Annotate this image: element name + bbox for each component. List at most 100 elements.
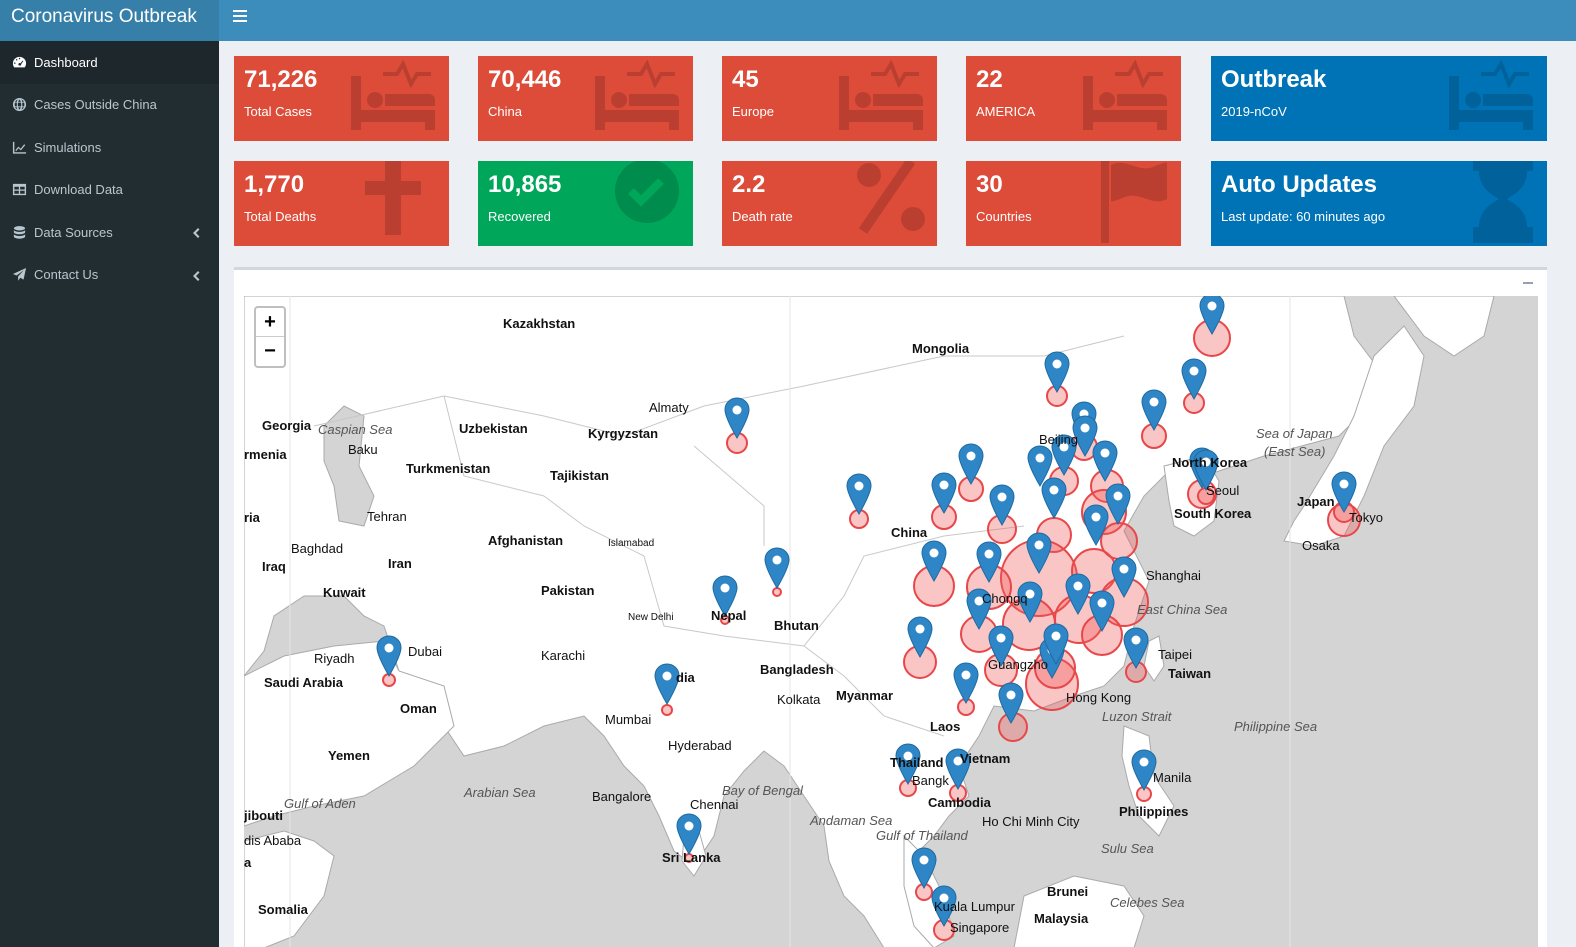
map-pin-icon[interactable]: [998, 682, 1024, 724]
map-pin-icon[interactable]: [958, 443, 984, 485]
map-pin-icon[interactable]: [724, 397, 750, 439]
map-label: Riyadh: [314, 651, 355, 666]
map-pin-icon[interactable]: [931, 885, 957, 927]
map-pin-icon[interactable]: [931, 472, 957, 514]
percent-icon: [833, 161, 929, 243]
minus-icon[interactable]: [1523, 282, 1533, 284]
chevron-left-icon: [192, 226, 202, 238]
map-pin-icon[interactable]: [921, 540, 947, 582]
app-title[interactable]: Coronavirus Outbreak: [0, 0, 219, 41]
map-pin-icon[interactable]: [1331, 471, 1357, 513]
map-label: Oman: [400, 701, 437, 716]
map-label: a: [244, 855, 252, 870]
map-pin-icon[interactable]: [1072, 415, 1098, 457]
map-pin-icon[interactable]: [1199, 296, 1225, 335]
sidebar-item-label: Cases Outside China: [34, 97, 157, 113]
map-pin-icon[interactable]: [1181, 358, 1207, 400]
hourglass-icon: [1443, 161, 1539, 243]
sidebar-item-dashboard[interactable]: Dashboard: [0, 41, 219, 84]
map-label: Mumbai: [605, 712, 652, 727]
map-pin-icon[interactable]: [976, 541, 1002, 583]
map-label: Taiwan: [1168, 666, 1212, 681]
map-pin-icon[interactable]: [712, 575, 738, 617]
map-pin-icon[interactable]: [1051, 434, 1077, 476]
map-pin-icon[interactable]: [1065, 573, 1091, 615]
check-circle-icon: [589, 161, 685, 243]
map-pin-icon[interactable]: [945, 748, 971, 790]
map-label: Iran: [388, 556, 412, 571]
zoom-in-button[interactable]: +: [256, 308, 284, 337]
bed-icon: [1443, 56, 1539, 138]
map-pin-icon[interactable]: [1123, 627, 1149, 669]
value-box-number: 22: [976, 66, 1003, 93]
map-label: Islamabad: [608, 538, 655, 549]
map-pin-icon[interactable]: [989, 484, 1015, 526]
map-label: Almaty: [649, 400, 689, 415]
map-pin-icon[interactable]: [1027, 445, 1053, 487]
map-pin-icon[interactable]: [1083, 504, 1109, 546]
map-label: Chongq: [982, 591, 1028, 606]
map-pin-icon[interactable]: [1092, 440, 1118, 482]
value-box-recovered: 10,865 Recovered: [478, 161, 693, 246]
map-pin-icon[interactable]: [1017, 581, 1043, 623]
case-cluster-circle[interactable]: [661, 704, 673, 716]
map-pin-icon[interactable]: [1111, 556, 1137, 598]
globe-icon: [11, 97, 27, 113]
map-pin-icon[interactable]: [1193, 449, 1219, 491]
map-label: Seoul: [1206, 483, 1240, 498]
map-pin-icon[interactable]: [1043, 623, 1069, 665]
sidebar-item-cases-outside-china[interactable]: Cases Outside China: [0, 84, 219, 127]
value-box-number: Outbreak: [1221, 66, 1327, 93]
sidebar-item-data-sources[interactable]: Data Sources: [0, 211, 219, 254]
value-box-china: 70,446 China: [478, 56, 693, 141]
value-box-number: 71,226: [244, 66, 318, 93]
map-label: Dubai: [408, 644, 442, 659]
value-box-countries: 30 Countries: [966, 161, 1181, 246]
map-pin-icon[interactable]: [966, 588, 992, 630]
map-label: Shanghai: [1146, 568, 1201, 583]
map-pin-icon[interactable]: [1131, 749, 1157, 791]
map-label: Japan: [1297, 494, 1335, 509]
map-pin-icon[interactable]: [1089, 590, 1115, 632]
map-label: South Korea: [1174, 506, 1252, 521]
map-pin-icon[interactable]: [911, 847, 937, 889]
map-pin-icon[interactable]: [676, 813, 702, 855]
sidebar-item-label: Simulations: [34, 139, 102, 155]
sidebar-item-label: Download Data: [34, 182, 123, 198]
sidebar-item-download-data[interactable]: Download Data: [0, 169, 219, 212]
map-pin-icon[interactable]: [953, 662, 979, 704]
zoom-out-button[interactable]: −: [264, 340, 276, 362]
map-pin-icon[interactable]: [895, 743, 921, 785]
value-box-label: Recovered: [488, 209, 551, 224]
map-pin-icon[interactable]: [1105, 483, 1131, 525]
bars-icon[interactable]: [233, 10, 247, 22]
sidebar-item-simulations[interactable]: Simulations: [0, 126, 219, 169]
bed-icon: [833, 56, 929, 138]
map-label: Sulu Sea: [1101, 841, 1154, 856]
map-label: Brunei: [1047, 884, 1089, 899]
map-pin-icon[interactable]: [1026, 532, 1052, 574]
map-pin-icon[interactable]: [376, 635, 402, 677]
map-pin-icon[interactable]: [846, 473, 872, 515]
sidebar: Dashboard Cases Outside China Simulation…: [0, 41, 219, 947]
outbreak-map[interactable]: + − Kazakhstan Mongolia Georgia Caspian …: [244, 296, 1538, 947]
map-label: Vietnam: [960, 751, 1011, 766]
map-pin-icon[interactable]: [1044, 351, 1070, 393]
map-pin-icon[interactable]: [764, 547, 790, 589]
map-label: Tehran: [367, 509, 407, 524]
value-box-number: 1,770: [244, 171, 305, 198]
map-pin-icon[interactable]: [1041, 477, 1067, 519]
value-box-label: Countries: [976, 209, 1032, 224]
map-label: Kazakhstan: [503, 316, 576, 331]
case-cluster-circle[interactable]: [772, 587, 782, 597]
value-box-label: AMERICA: [976, 104, 1036, 119]
map-pin-icon[interactable]: [907, 616, 933, 658]
map-pin-icon[interactable]: [1141, 389, 1167, 431]
value-box-label: Total Deaths: [244, 209, 317, 224]
map-label: Philippine Sea: [1234, 719, 1318, 734]
map-pin-icon[interactable]: [988, 625, 1014, 667]
sidebar-item-contact-us[interactable]: Contact Us: [0, 254, 219, 297]
map-label: Sri Lanka: [662, 850, 721, 865]
map-label: Chennai: [690, 797, 739, 812]
map-pin-icon[interactable]: [654, 663, 680, 705]
